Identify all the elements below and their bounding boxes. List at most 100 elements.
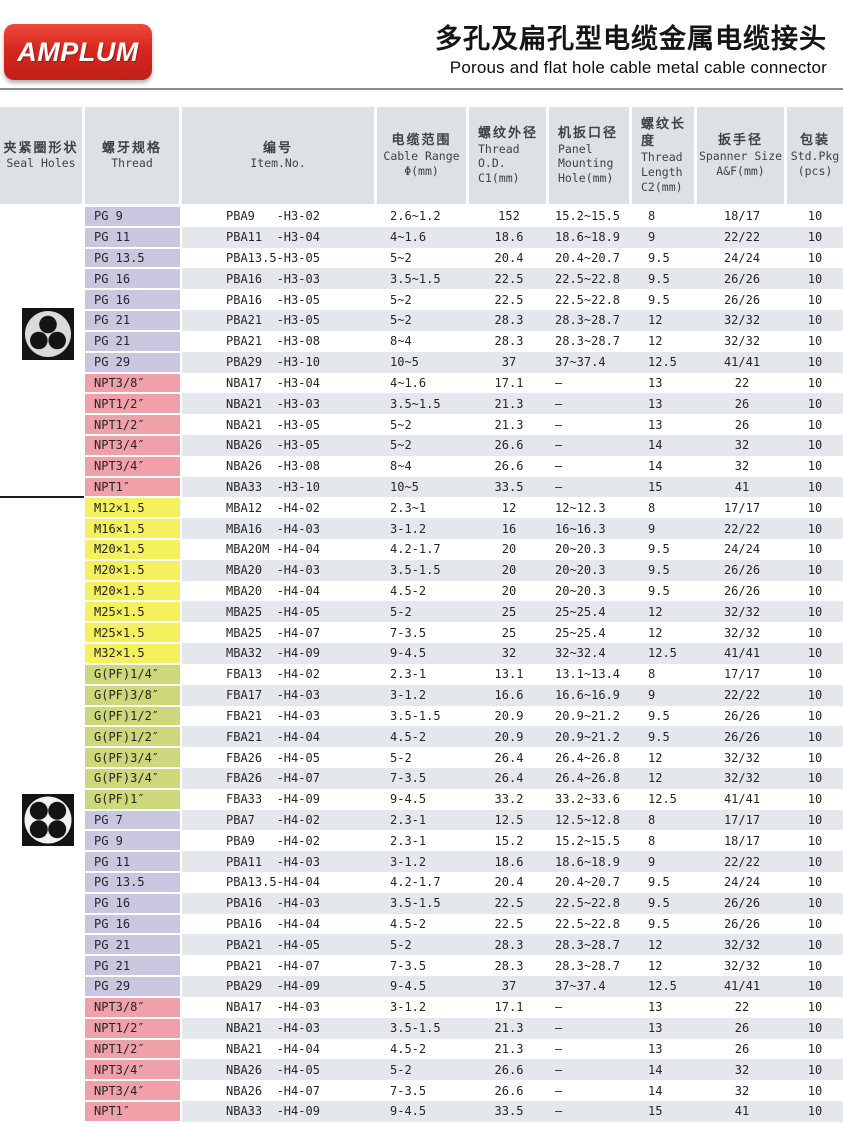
cell-len: 9.5 <box>633 247 697 269</box>
cell-spanner: 32 <box>697 1080 787 1101</box>
cell-len: 8 <box>633 830 697 852</box>
cell-od: 37 <box>469 351 549 373</box>
cell-od: 20.9 <box>469 726 549 748</box>
cell-od: 28.3 <box>469 955 549 977</box>
column-header-cable-range: 电缆范围 Cable Range Φ(mm) <box>377 107 466 204</box>
cell-panel: – <box>549 1059 633 1081</box>
seal-holes-cell <box>0 434 85 456</box>
cell-spanner: 26/26 <box>697 705 787 727</box>
page-title-en: Porous and flat hole cable metal cable c… <box>449 58 827 78</box>
cell-range: 5-2 <box>376 747 469 768</box>
cell-panel: 32~32.4 <box>549 643 633 664</box>
table-row: PG 16 PBA16 -H4-03 3.5-1.5 22.5 22.5~22.8 9.5… <box>0 892 843 914</box>
cell-pkg: 10 <box>787 393 843 415</box>
seal-section-divider <box>0 496 84 498</box>
column-header-thread-length-line: Length <box>641 164 683 179</box>
table-header-row: 夹紧圈形状 Seal Holes 螺牙规格 Thread 编号 Item.No. 电缆范围 C… <box>0 107 843 204</box>
seal-holes-cell <box>0 872 85 893</box>
cell-pkg: 10 <box>787 226 843 248</box>
cell-panel: – <box>549 1080 633 1101</box>
cell-len: 12.5 <box>633 643 697 664</box>
cell-item: PBA11 -H4-03 <box>182 851 376 872</box>
cell-range: 5~2 <box>376 414 469 435</box>
seal-holes-cell <box>0 372 85 394</box>
cell-spanner: 22/22 <box>697 226 787 248</box>
column-header-cable-range-line: Φ(mm) <box>404 163 439 178</box>
column-header-thread-od-line: O.D. <box>478 156 506 171</box>
table-row: G(PF)1″ FBA33 -H4-09 9-4.5 33.2 33.2~33.6 12.… <box>0 788 843 810</box>
cell-range: 8~4 <box>376 455 469 477</box>
cell-od: 20.4 <box>469 247 549 269</box>
cell-item: NBA21 -H3-05 <box>182 414 376 435</box>
cell-pkg: 10 <box>787 414 843 435</box>
cell-spanner: 32/32 <box>697 601 787 623</box>
column-header-thread-od-line: C1(mm) <box>478 171 520 186</box>
cell-item: PBA21 -H4-05 <box>182 934 376 956</box>
table-row: M20×1.5 MBA20 -H4-03 3.5-1.5 20 20~20.3 9.5 26… <box>0 559 843 581</box>
cell-od: 33.5 <box>469 1100 549 1122</box>
seal-holes-cell <box>0 767 85 789</box>
seal-holes-cell <box>0 747 85 768</box>
header-divider <box>0 88 843 90</box>
cell-thread: PG 16 <box>85 892 182 914</box>
cell-item: PBA16 -H3-05 <box>182 289 376 311</box>
cell-item: PBA21 -H4-07 <box>182 955 376 977</box>
cell-len: 12 <box>633 747 697 768</box>
cell-panel: 15.2~15.5 <box>549 830 633 852</box>
cell-panel: – <box>549 434 633 456</box>
cell-panel: 28.3~28.7 <box>549 310 633 331</box>
cell-thread: PG 21 <box>85 955 182 977</box>
cell-pkg: 10 <box>787 1059 843 1081</box>
cell-thread: M32×1.5 <box>85 643 182 664</box>
cell-range: 3.5~1.5 <box>376 393 469 415</box>
cell-spanner: 32/32 <box>697 934 787 956</box>
cell-item: MBA16 -H4-03 <box>182 518 376 539</box>
cell-thread: G(PF)1″ <box>85 788 182 810</box>
cell-range: 4.5-2 <box>376 1038 469 1060</box>
column-header-thread-od: 螺纹外径 Thread O.D. C1(mm) <box>469 107 546 204</box>
cell-thread: NPT1″ <box>85 1100 182 1122</box>
seal-holes-cell <box>0 1059 85 1081</box>
cell-len: 13 <box>633 393 697 415</box>
seal-holes-cell <box>0 976 85 997</box>
cell-od: 26.6 <box>469 434 549 456</box>
table-row: NPT1/2″ NBA21 -H3-03 3.5~1.5 21.3–13 26 10 <box>0 393 843 415</box>
cell-thread: PG 9 <box>85 206 182 227</box>
cell-range: 7-3.5 <box>376 767 469 789</box>
cell-pkg: 10 <box>787 330 843 352</box>
cell-od: 12.5 <box>469 809 549 831</box>
seal-holes-cell <box>0 559 85 581</box>
table-row: NPT1/2″ NBA21 -H4-04 4.5-2 21.3–13 26 10 <box>0 1038 843 1060</box>
cell-len: 12 <box>633 310 697 331</box>
cell-spanner: 22 <box>697 996 787 1018</box>
seal-holes-cell <box>0 955 85 977</box>
cell-panel: 22.5~22.8 <box>549 268 633 290</box>
cell-range: 9-4.5 <box>376 976 469 997</box>
table-row: PG 21 PBA21 -H3-08 8~4 28.3 28.3~28.7 12 32/32… <box>0 330 843 352</box>
cell-item: NBA21 -H4-04 <box>182 1038 376 1060</box>
cell-od: 26.4 <box>469 767 549 789</box>
cell-item: NBA21 -H3-03 <box>182 393 376 415</box>
cell-panel: 20~20.3 <box>549 580 633 602</box>
column-header-item-no-line: 编号 <box>262 139 293 155</box>
cell-range: 7-3.5 <box>376 622 469 644</box>
cell-len: 14 <box>633 434 697 456</box>
cell-spanner: 18/17 <box>697 206 787 227</box>
cell-range: 4~1.6 <box>376 226 469 248</box>
cell-od: 21.3 <box>469 1017 549 1039</box>
cell-range: 3.5~1.5 <box>376 268 469 290</box>
table-row: NPT3/4″ NBA26 -H4-05 5-2 26.6–14 32 10 <box>0 1059 843 1081</box>
cell-item: PBA16 -H3-03 <box>182 268 376 290</box>
cell-panel: – <box>549 476 633 498</box>
seal-holes-cell <box>0 580 85 602</box>
cell-spanner: 32 <box>697 1059 787 1081</box>
seal-holes-cell <box>0 601 85 623</box>
cell-range: 4.5-2 <box>376 580 469 602</box>
cell-range: 3.5-1.5 <box>376 559 469 581</box>
cell-range: 4.5-2 <box>376 913 469 935</box>
cell-panel: 18.6~18.9 <box>549 226 633 248</box>
table-row: M16×1.5 MBA16 -H4-03 3-1.2 16 16~16.3 9 22/22 1… <box>0 518 843 539</box>
cell-thread: NPT3/8″ <box>85 372 182 394</box>
seal-holes-cell <box>0 643 85 664</box>
seal-holes-cell <box>0 414 85 435</box>
